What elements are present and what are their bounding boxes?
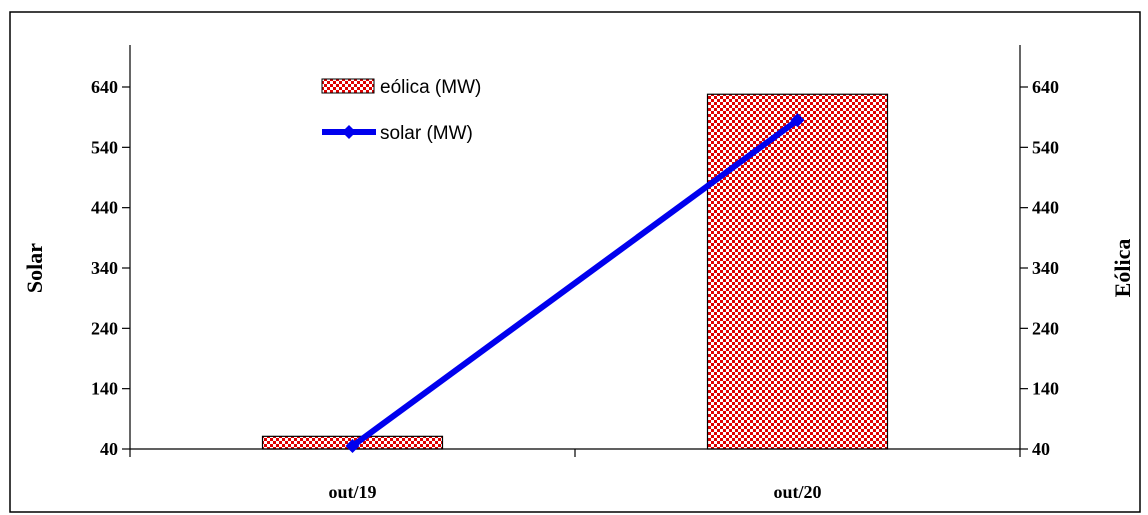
y-tick-label-right-4: 440 xyxy=(1032,198,1059,218)
y-tick-label-left-2: 240 xyxy=(91,318,118,338)
legend-label-eolica: eólica (MW) xyxy=(380,77,481,98)
y-tick-label-right-3: 340 xyxy=(1032,258,1059,278)
y-tick-label-right-5: 540 xyxy=(1032,137,1059,157)
legend-marker-solar xyxy=(342,125,356,139)
bar-eolica-1 xyxy=(706,93,889,450)
y-tick-label-left-3: 340 xyxy=(91,258,118,278)
point-solar-0 xyxy=(345,438,360,453)
x-tick-label-0: out/19 xyxy=(328,482,376,502)
y-tick-label-left-4: 440 xyxy=(91,198,118,218)
y-axis-title-right: Eólica xyxy=(1110,239,1135,298)
line-solar xyxy=(350,117,800,449)
point-solar-1 xyxy=(790,113,805,128)
chart-frame xyxy=(9,11,1141,513)
y-tick-label-left-1: 140 xyxy=(91,379,118,399)
legend-label-solar: solar (MW) xyxy=(380,123,473,144)
x-tick-label-1: out/20 xyxy=(773,482,821,502)
y-tick-label-left-0: 40 xyxy=(100,439,118,459)
y-axis-title-left: Solar xyxy=(22,243,47,293)
legend: eólica (MW) solar (MW) xyxy=(321,77,481,144)
y-tick-label-right-1: 140 xyxy=(1032,379,1059,399)
plot-area: 40 40 140 140 240 240 340 340 440 440 540 540 640 640… xyxy=(22,45,1135,502)
y-tick-label-right-2: 240 xyxy=(1032,318,1059,338)
y-tick-label-left-6: 640 xyxy=(91,77,118,97)
y-tick-label-right-6: 640 xyxy=(1032,77,1059,97)
y-tick-label-left-5: 540 xyxy=(91,137,118,157)
y-tick-label-right-0: 40 xyxy=(1032,439,1050,459)
legend-swatch-eolica xyxy=(321,78,375,94)
